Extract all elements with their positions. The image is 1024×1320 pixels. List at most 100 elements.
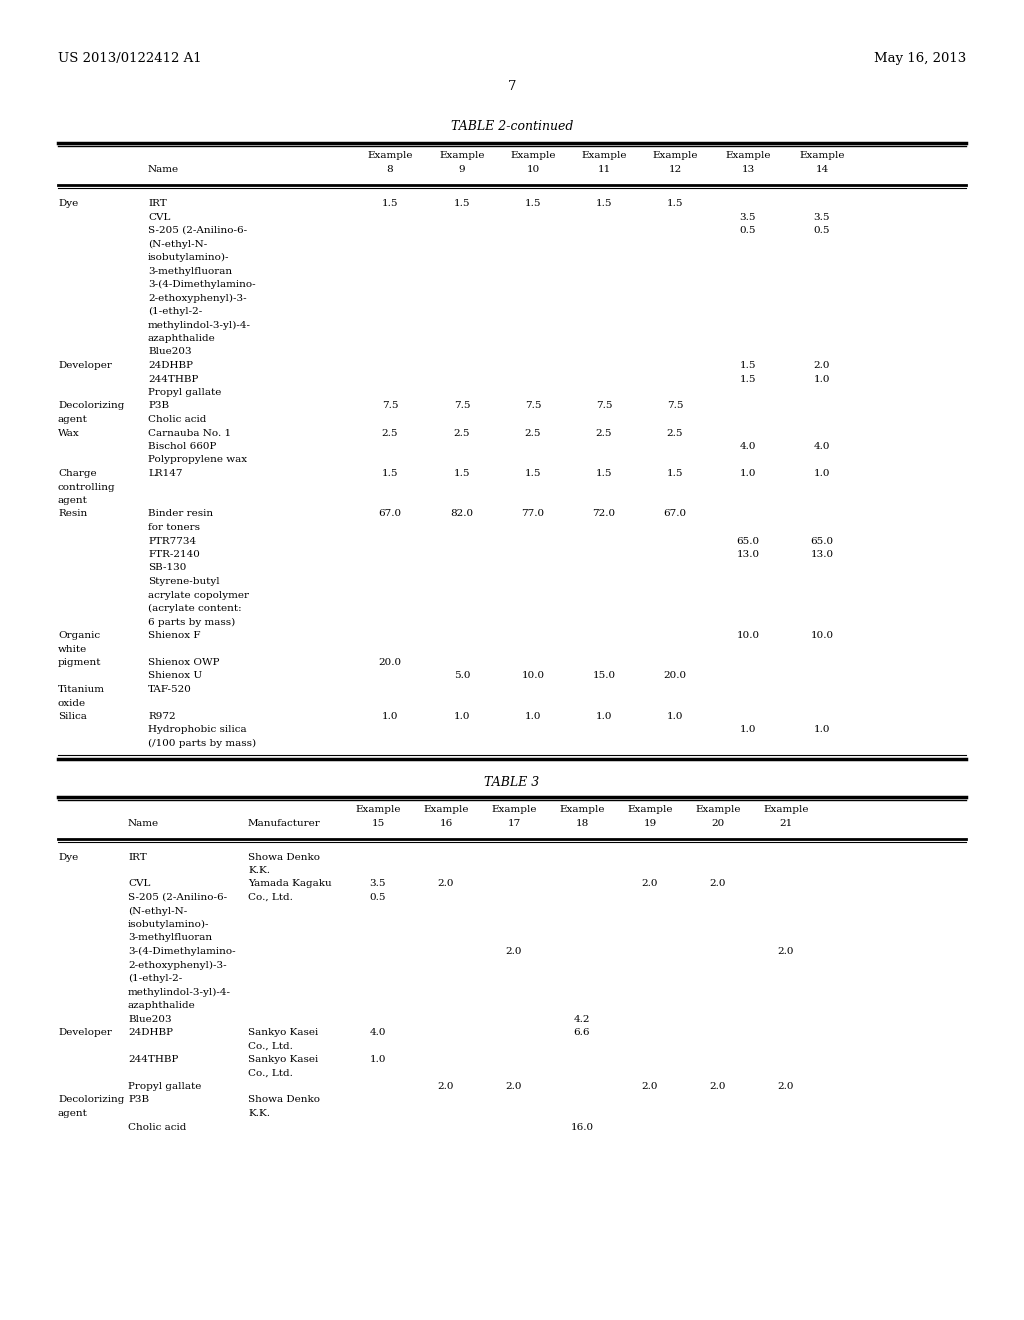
Text: PTR7734: PTR7734 [148, 536, 197, 545]
Text: (acrylate content:: (acrylate content: [148, 605, 242, 612]
Text: Example: Example [800, 150, 845, 160]
Text: agent: agent [58, 414, 88, 424]
Text: (1-ethyl-2-: (1-ethyl-2- [148, 308, 203, 315]
Text: 1.0: 1.0 [382, 711, 398, 721]
Text: azaphthalide: azaphthalide [128, 1001, 196, 1010]
Text: 8: 8 [387, 165, 393, 174]
Text: Developer: Developer [58, 1028, 112, 1038]
Text: pigment: pigment [58, 657, 101, 667]
Text: 67.0: 67.0 [379, 510, 401, 519]
Text: Shienox F: Shienox F [148, 631, 201, 640]
Text: 67.0: 67.0 [664, 510, 686, 519]
Text: Example: Example [582, 150, 627, 160]
Text: 12: 12 [669, 165, 682, 174]
Text: (N-ethyl-N-: (N-ethyl-N- [148, 239, 207, 248]
Text: Example: Example [695, 804, 740, 813]
Text: Cholic acid: Cholic acid [128, 1122, 186, 1131]
Text: 11: 11 [597, 165, 610, 174]
Text: Co., Ltd.: Co., Ltd. [248, 894, 293, 902]
Text: Charge: Charge [58, 469, 96, 478]
Text: 7.5: 7.5 [382, 401, 398, 411]
Text: S-205 (2-Anilino-6-: S-205 (2-Anilino-6- [148, 226, 247, 235]
Text: 19: 19 [643, 818, 656, 828]
Text: 1.0: 1.0 [814, 469, 830, 478]
Text: P3B: P3B [128, 1096, 150, 1105]
Text: 3.5: 3.5 [814, 213, 830, 222]
Text: 244THBP: 244THBP [128, 1055, 178, 1064]
Text: Developer: Developer [58, 360, 112, 370]
Text: K.K.: K.K. [248, 866, 270, 875]
Text: 5.0: 5.0 [454, 672, 470, 681]
Text: Example: Example [510, 150, 556, 160]
Text: 21: 21 [779, 818, 793, 828]
Text: Sankyo Kasei: Sankyo Kasei [248, 1055, 318, 1064]
Text: FTR-2140: FTR-2140 [148, 550, 200, 558]
Text: 2.0: 2.0 [642, 1082, 658, 1092]
Text: Wax: Wax [58, 429, 80, 437]
Text: 1.5: 1.5 [739, 375, 757, 384]
Text: 2.0: 2.0 [814, 360, 830, 370]
Text: US 2013/0122412 A1: US 2013/0122412 A1 [58, 51, 202, 65]
Text: Yamada Kagaku: Yamada Kagaku [248, 879, 332, 888]
Text: Co., Ltd.: Co., Ltd. [248, 1041, 293, 1051]
Text: K.K.: K.K. [248, 1109, 270, 1118]
Text: Blue203: Blue203 [128, 1015, 172, 1023]
Text: 17: 17 [507, 818, 520, 828]
Text: Organic: Organic [58, 631, 100, 640]
Text: Showa Denko: Showa Denko [248, 853, 319, 862]
Text: Example: Example [355, 804, 400, 813]
Text: (/100 parts by mass): (/100 parts by mass) [148, 739, 256, 748]
Text: 0.5: 0.5 [814, 226, 830, 235]
Text: 3-methylfluoran: 3-methylfluoran [148, 267, 232, 276]
Text: 6.6: 6.6 [573, 1028, 590, 1038]
Text: 1.0: 1.0 [370, 1055, 386, 1064]
Text: 2.0: 2.0 [778, 1082, 795, 1092]
Text: 4.0: 4.0 [739, 442, 757, 451]
Text: controlling: controlling [58, 483, 116, 491]
Text: 1.5: 1.5 [524, 469, 542, 478]
Text: 1.0: 1.0 [739, 469, 757, 478]
Text: 2.0: 2.0 [710, 879, 726, 888]
Text: isobutylamino)-: isobutylamino)- [148, 253, 229, 263]
Text: P3B: P3B [148, 401, 169, 411]
Text: Manufacturer: Manufacturer [248, 818, 321, 828]
Text: 16.0: 16.0 [570, 1122, 594, 1131]
Text: Shienox OWP: Shienox OWP [148, 657, 219, 667]
Text: Example: Example [725, 150, 771, 160]
Text: Polypropylene wax: Polypropylene wax [148, 455, 247, 465]
Text: acrylate copolymer: acrylate copolymer [148, 590, 249, 599]
Text: 13.0: 13.0 [736, 550, 760, 558]
Text: 7.5: 7.5 [667, 401, 683, 411]
Text: Example: Example [559, 804, 605, 813]
Text: Example: Example [423, 804, 469, 813]
Text: Decolorizing: Decolorizing [58, 401, 124, 411]
Text: 3.5: 3.5 [739, 213, 757, 222]
Text: 2-ethoxyphenyl)-3-: 2-ethoxyphenyl)-3- [128, 961, 226, 970]
Text: 18: 18 [575, 818, 589, 828]
Text: 1.0: 1.0 [814, 375, 830, 384]
Text: Name: Name [148, 165, 179, 174]
Text: 1.0: 1.0 [524, 711, 542, 721]
Text: Example: Example [628, 804, 673, 813]
Text: 2.5: 2.5 [667, 429, 683, 437]
Text: 1.5: 1.5 [454, 469, 470, 478]
Text: Dye: Dye [58, 199, 78, 209]
Text: 1.5: 1.5 [454, 199, 470, 209]
Text: 20.0: 20.0 [664, 672, 686, 681]
Text: azaphthalide: azaphthalide [148, 334, 216, 343]
Text: Example: Example [763, 804, 809, 813]
Text: 14: 14 [815, 165, 828, 174]
Text: 4.0: 4.0 [814, 442, 830, 451]
Text: 16: 16 [439, 818, 453, 828]
Text: 1.5: 1.5 [382, 199, 398, 209]
Text: 2.0: 2.0 [778, 946, 795, 956]
Text: agent: agent [58, 496, 88, 506]
Text: 77.0: 77.0 [521, 510, 545, 519]
Text: 1.5: 1.5 [524, 199, 542, 209]
Text: Cholic acid: Cholic acid [148, 414, 207, 424]
Text: 2-ethoxyphenyl)-3-: 2-ethoxyphenyl)-3- [148, 293, 247, 302]
Text: Silica: Silica [58, 711, 87, 721]
Text: 2.5: 2.5 [454, 429, 470, 437]
Text: TABLE 3: TABLE 3 [484, 776, 540, 789]
Text: Styrene-butyl: Styrene-butyl [148, 577, 219, 586]
